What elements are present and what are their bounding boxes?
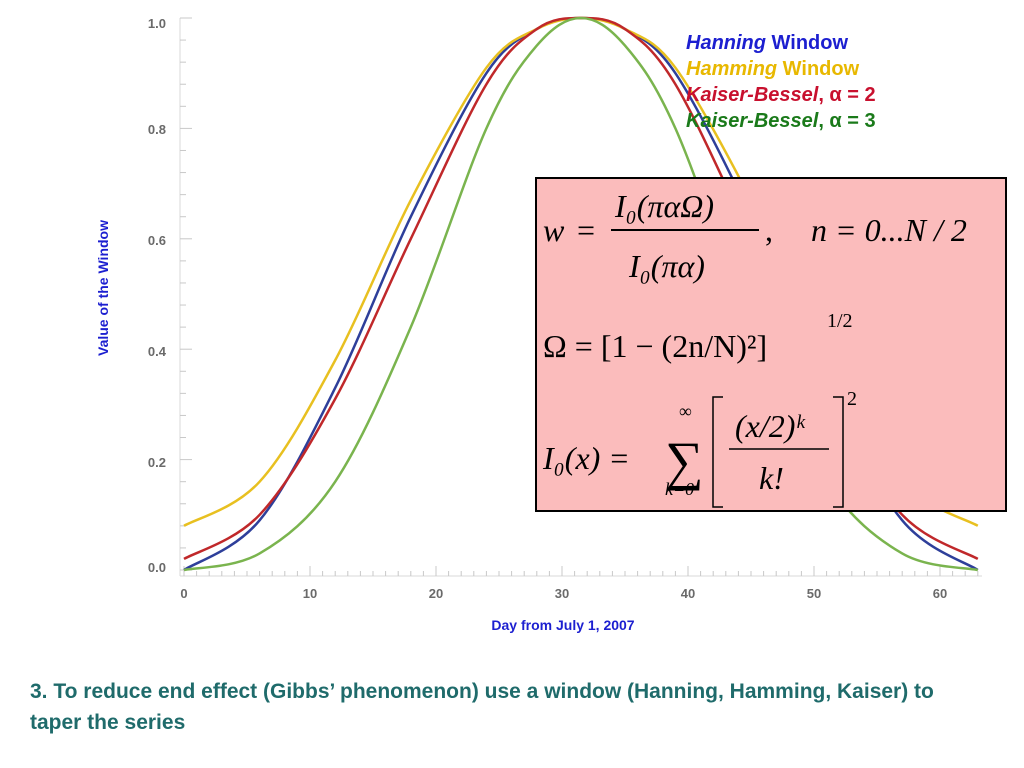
legend-name-hanning: Hanning [686, 32, 766, 54]
eq3-right-bracket [833, 396, 844, 508]
eq1-denominator: I₀(πα) [628, 248, 705, 284]
x-tick-label-0: 0 [180, 586, 187, 601]
legend-item-hamming: Hamming Window [686, 56, 876, 82]
y-tick-labels: 0.0 0.2 0.4 0.6 0.8 1.0 [148, 16, 167, 575]
eq1-equals: = [577, 212, 595, 248]
legend-suffix-kaiser-3: , α = 3 [818, 110, 876, 132]
eq3-sum-top: ∞ [679, 401, 692, 421]
eq1-w: w [543, 212, 565, 248]
slide-caption: 3. To reduce end effect (Gibbs’ phenomen… [30, 680, 934, 734]
y-tick-label-2: 0.4 [148, 344, 167, 359]
legend-suffix-kaiser-2: , α = 2 [818, 84, 876, 106]
x-tick-label-4: 40 [681, 586, 695, 601]
y-tick-label-1: 0.2 [148, 455, 166, 470]
legend-item-kaiser-2: Kaiser-Bessel, α = 2 [686, 82, 876, 108]
eq3-denominator: k! [759, 460, 784, 496]
legend-name-kaiser-2: Kaiser-Bessel [686, 84, 819, 106]
eq3-exponent: 2 [847, 388, 857, 410]
eq1-numerator: I₀(παΩ) [614, 188, 714, 224]
x-tick-label-1: 10 [303, 586, 317, 601]
y-tick-label-3: 0.6 [148, 233, 166, 248]
x-tick-label-5: 50 [807, 586, 821, 601]
eq3-numerator: (x/2)ᵏ [735, 408, 806, 444]
y-tick-label-0: 0.0 [148, 560, 166, 575]
eq3-lhs: I₀(x) = [542, 440, 630, 476]
eq3-left-bracket [712, 396, 723, 508]
legend-suffix-hanning: Window [766, 32, 849, 54]
eq2-omega: Ω = [1 − (2n/N)²] [543, 328, 767, 364]
x-axis-title: Day from July 1, 2007 [491, 617, 634, 633]
y-tick-label-4: 0.8 [148, 122, 166, 137]
legend-name-kaiser-3: Kaiser-Bessel [686, 110, 819, 132]
eq3-sum-bottom: k=0 [665, 479, 694, 499]
x-tick-label-3: 30 [555, 586, 569, 601]
legend-name-hamming: Hamming [686, 58, 778, 80]
tick-marks [180, 17, 979, 576]
formula-svg: w = I₀(παΩ) I₀(πα) , n = 0...N / 2 Ω = [… [542, 188, 967, 508]
eq1-range: n = 0...N / 2 [811, 212, 967, 248]
x-tick-label-2: 20 [429, 586, 443, 601]
eq1-comma: , [765, 212, 773, 248]
eq2-exponent: 1/2 [827, 310, 853, 332]
y-tick-label-5: 1.0 [148, 16, 166, 31]
legend: Hanning Window Hamming Window Kaiser-Bes… [686, 30, 876, 134]
kaiser-formula-box: w = I₀(παΩ) I₀(πα) , n = 0...N / 2 Ω = [… [535, 177, 1007, 512]
eq3-sum-sign: ∑ [665, 431, 704, 491]
x-tick-labels: 0 10 20 30 40 50 60 [180, 586, 947, 601]
x-tick-label-6: 60 [933, 586, 947, 601]
legend-suffix-hamming: Window [777, 58, 860, 80]
legend-item-kaiser-3: Kaiser-Bessel, α = 3 [686, 108, 876, 134]
legend-item-hanning: Hanning Window [686, 30, 876, 56]
y-axis-title: Value of the Window [95, 220, 111, 356]
